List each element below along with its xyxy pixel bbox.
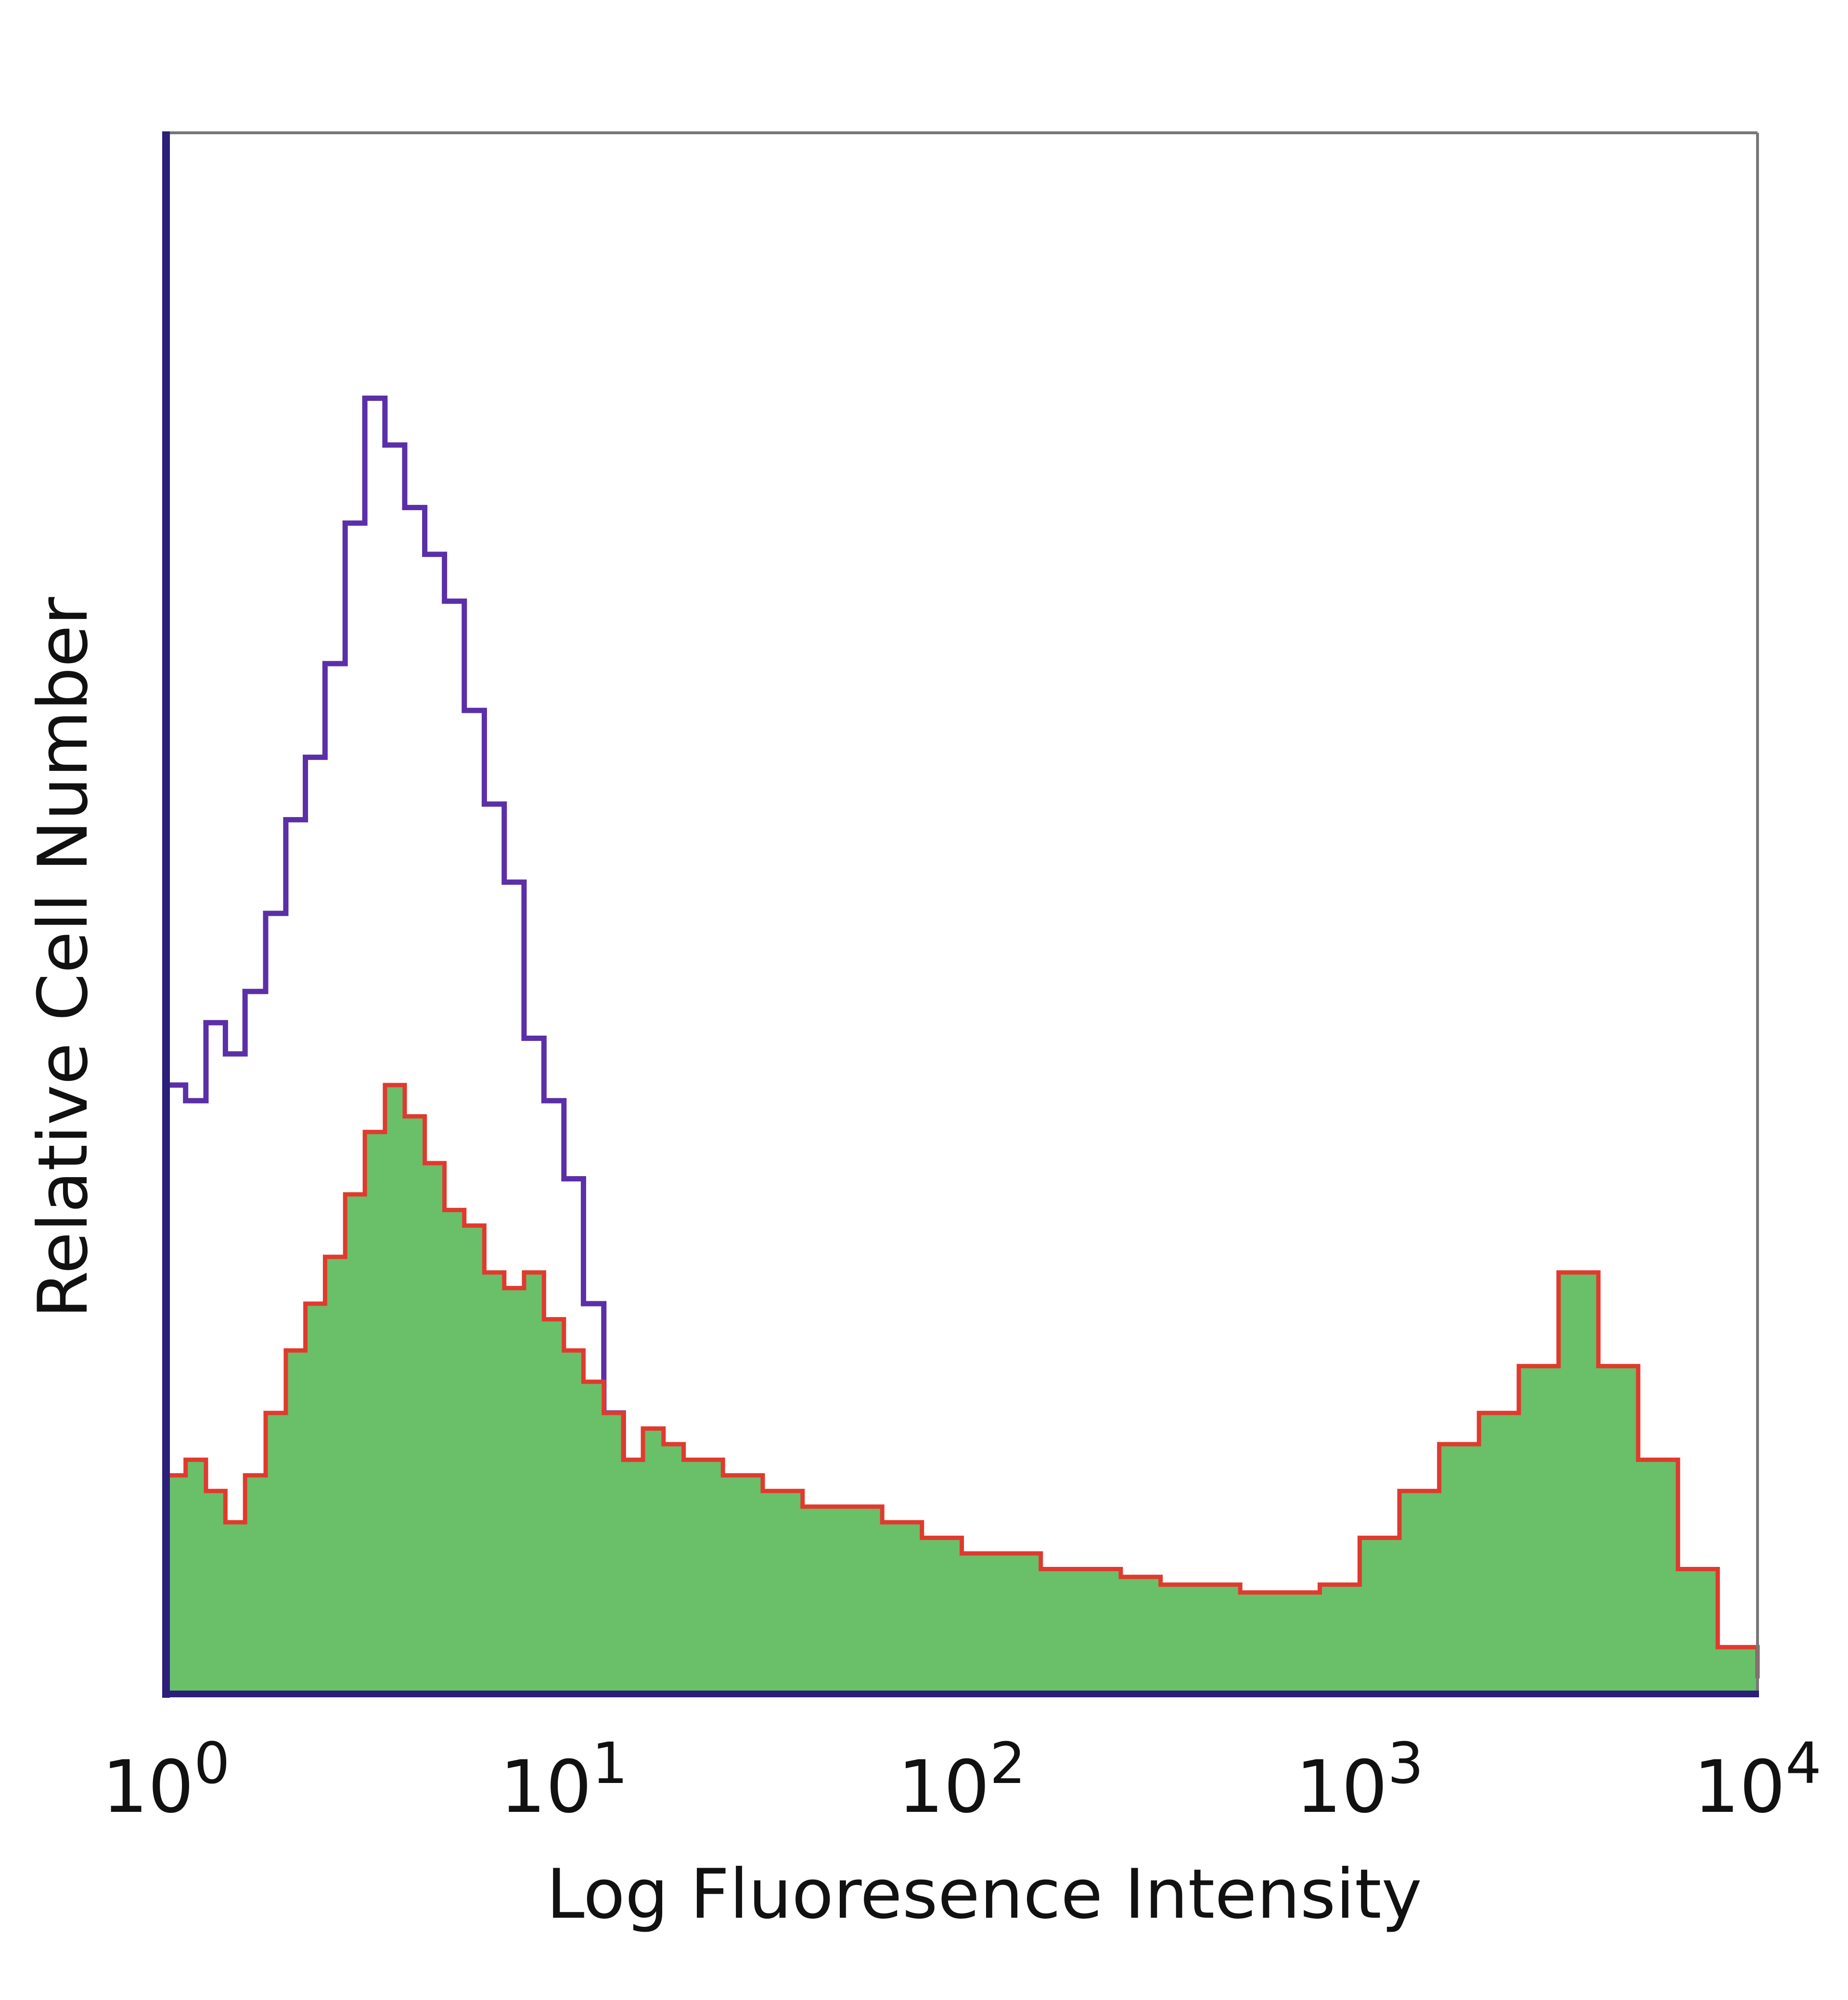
y-axis-title: Relative Cell Number — [24, 597, 103, 1318]
x-axis-ticks: 100 101 102 103 104 — [102, 1730, 1822, 1829]
x-tick-label: 103 — [1296, 1730, 1424, 1829]
x-axis-title: Log Fluoresence Intensity — [546, 1855, 1422, 1934]
series-stained-line — [166, 1083, 1760, 1679]
x-tick-label: 100 — [102, 1730, 230, 1829]
series-stained-fill — [166, 1085, 1758, 1694]
plot-area — [162, 131, 1760, 1698]
x-tick-label: 104 — [1694, 1730, 1822, 1829]
x-tick-label: 102 — [898, 1730, 1026, 1829]
x-tick-label: 101 — [500, 1730, 628, 1829]
